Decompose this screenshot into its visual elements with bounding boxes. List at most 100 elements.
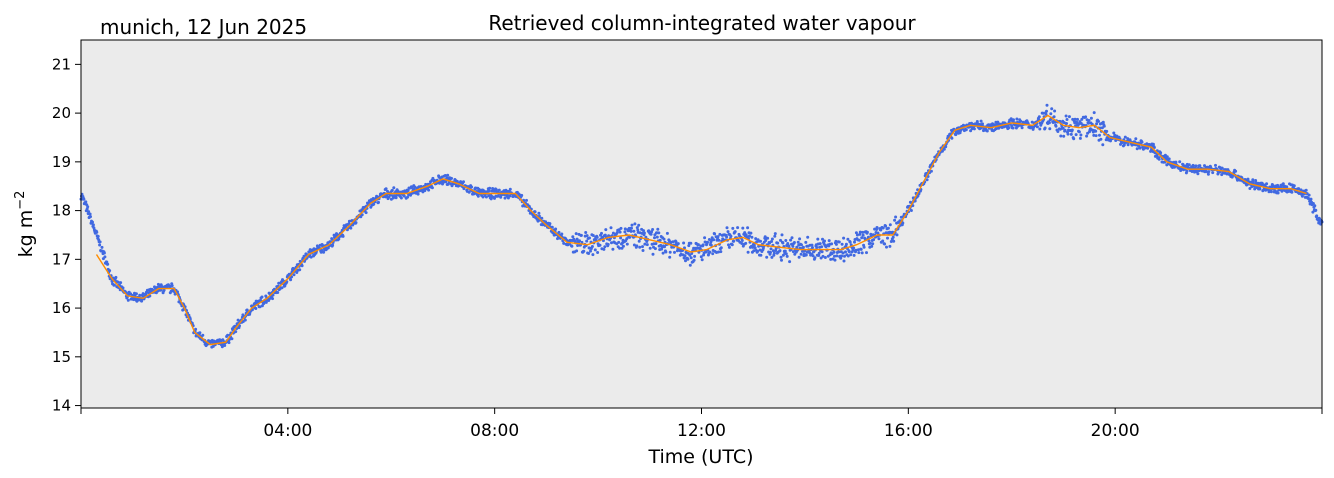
scatter-point xyxy=(1269,190,1273,194)
scatter-point xyxy=(349,226,353,230)
scatter-point xyxy=(866,235,870,239)
scatter-point xyxy=(853,240,856,244)
scatter-point xyxy=(771,249,775,253)
scatter-point xyxy=(1065,122,1068,125)
scatter-point xyxy=(865,251,868,255)
scatter-point xyxy=(841,251,845,255)
scatter-point xyxy=(844,242,848,246)
scatter-point xyxy=(489,197,493,201)
scatter-point xyxy=(201,333,205,337)
scatter-point xyxy=(619,226,623,230)
scatter-point xyxy=(571,235,575,239)
scatter-point xyxy=(309,255,313,259)
scatter-point xyxy=(537,214,541,218)
scatter-point xyxy=(964,128,968,132)
scatter-point xyxy=(1220,166,1224,170)
scatter-point xyxy=(638,245,642,249)
scatter-point xyxy=(603,245,607,249)
scatter-point xyxy=(1122,143,1126,147)
scatter-point xyxy=(686,257,690,261)
scatter-point xyxy=(759,253,763,257)
scatter-point xyxy=(1015,117,1019,121)
scatter-point xyxy=(975,120,979,123)
scatter-point xyxy=(1077,130,1081,134)
scatter-point xyxy=(653,236,656,240)
y-tick-label: 17 xyxy=(52,250,71,268)
scatter-point xyxy=(243,318,247,322)
scatter-point xyxy=(540,216,544,220)
scatter-point xyxy=(858,232,862,236)
scatter-point xyxy=(746,226,750,230)
scatter-point xyxy=(792,241,796,244)
scatter-point xyxy=(467,190,471,194)
scatter-point xyxy=(752,249,756,253)
scatter-point xyxy=(106,262,110,266)
scatter-point xyxy=(712,238,716,242)
scatter-point xyxy=(788,260,792,264)
scatter-point xyxy=(598,243,602,247)
scatter-point xyxy=(727,245,731,249)
scatter-point xyxy=(683,254,687,258)
scatter-point xyxy=(1234,169,1238,173)
scatter-point xyxy=(642,229,645,233)
scatter-point xyxy=(497,188,501,192)
scatter-point xyxy=(791,244,795,248)
scatter-point xyxy=(811,246,814,250)
scatter-point xyxy=(885,245,888,249)
scatter-point xyxy=(108,269,112,273)
scatter-point xyxy=(413,185,417,189)
scatter-point xyxy=(1191,163,1195,167)
scatter-point xyxy=(1079,133,1083,137)
scatter-point xyxy=(1292,184,1296,188)
scatter-point xyxy=(1067,115,1071,119)
scatter-point xyxy=(719,246,723,250)
scatter-point xyxy=(773,232,777,236)
scatter-point xyxy=(591,234,595,237)
scatter-point xyxy=(834,242,838,246)
scatter-point xyxy=(618,246,622,250)
scatter-point xyxy=(663,245,666,249)
scatter-point xyxy=(372,202,376,206)
scatter-point xyxy=(234,330,238,334)
scatter-point xyxy=(254,307,258,310)
scatter-point xyxy=(827,239,831,243)
scatter-point xyxy=(198,331,202,335)
scatter-point xyxy=(580,240,584,244)
scatter-point xyxy=(701,243,705,247)
scatter-point xyxy=(1041,111,1045,115)
scatter-point xyxy=(476,194,480,198)
scatter-point xyxy=(636,228,640,232)
scatter-point xyxy=(623,227,627,231)
scatter-point xyxy=(779,255,783,259)
scatter-point xyxy=(1062,121,1066,125)
scatter-point xyxy=(575,249,579,253)
scatter-point xyxy=(1214,163,1217,167)
scatter-point xyxy=(280,286,284,290)
scatter-point xyxy=(768,241,771,245)
scatter-point xyxy=(793,252,797,256)
scatter-point xyxy=(711,252,715,256)
scatter-point xyxy=(881,226,885,230)
scatter-point xyxy=(574,232,578,236)
scatter-point xyxy=(89,215,92,219)
scatter-point xyxy=(648,246,652,250)
scatter-point xyxy=(606,242,610,246)
scatter-point xyxy=(743,231,747,235)
scatter-point xyxy=(121,286,125,290)
x-axis-ticks: 04:00 08:00 12:00 16:00 20:00 xyxy=(80,408,1323,441)
scatter-point xyxy=(1281,182,1285,186)
scatter-point xyxy=(871,242,875,246)
scatter-point xyxy=(649,232,653,236)
scatter-point xyxy=(795,245,799,249)
scatter-point xyxy=(778,249,782,253)
scatter-point xyxy=(821,237,824,241)
scatter-point xyxy=(1174,160,1178,164)
scatter-point xyxy=(295,271,299,274)
scatter-point xyxy=(891,235,895,239)
scatter-point xyxy=(856,248,860,252)
scatter-point xyxy=(86,205,90,209)
scatter-point xyxy=(503,196,507,200)
scatter-point xyxy=(392,186,396,190)
scatter-point xyxy=(617,240,621,244)
scatter-point xyxy=(227,341,231,345)
